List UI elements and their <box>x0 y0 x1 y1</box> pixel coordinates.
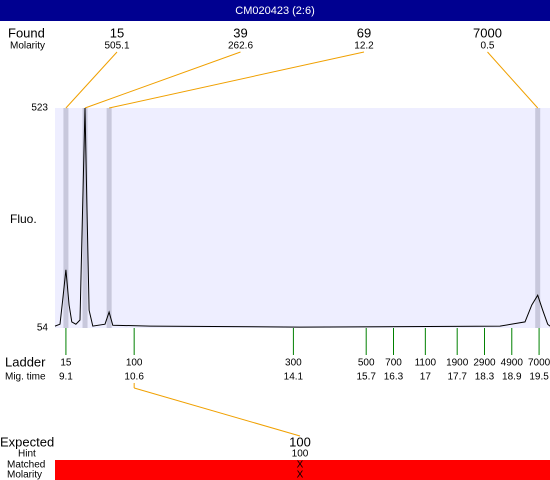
ladder-mig-time: 17 <box>420 372 432 383</box>
ladder-mig-time: 10.6 <box>124 372 144 383</box>
ladder-mig-time: 19.5 <box>529 372 549 383</box>
ladder-size: 2900 <box>473 358 496 369</box>
ladder-size: 1900 <box>446 358 469 369</box>
ladder-size: 300 <box>285 358 302 369</box>
peak-band <box>63 108 69 328</box>
found-size: 69 <box>357 25 371 40</box>
found-size: 15 <box>110 25 124 40</box>
ladder-size: 100 <box>126 358 143 369</box>
trace <box>54 107 550 328</box>
ladder-size: 1100 <box>415 358 437 369</box>
ladder-label: Ladder <box>5 354 46 369</box>
ladder-size: 500 <box>358 358 375 369</box>
title-bar <box>0 0 550 21</box>
found-molarity: 262.6 <box>228 41 253 52</box>
ladder-size: 15 <box>60 358 72 369</box>
ladder-size: 7000 <box>528 358 550 369</box>
ladder-mig-time: 9.1 <box>59 372 73 383</box>
ladder-mig-time: 17.7 <box>447 372 467 383</box>
ladder-size: 4900 <box>501 358 524 369</box>
found-size: 7000 <box>473 25 502 40</box>
expected-label: Expected <box>0 434 54 449</box>
found-label: Found <box>8 25 45 40</box>
ladder-mig-time: 14.1 <box>284 372 304 383</box>
found-size: 39 <box>233 25 247 40</box>
ladder-mig-time: 18.9 <box>502 372 522 383</box>
plot-area <box>55 108 550 328</box>
peak-connector <box>65 51 118 109</box>
mig-time-label: Mig. time <box>5 372 46 383</box>
found-molarity: 505.1 <box>104 41 129 52</box>
y-tick-label: 523 <box>31 103 48 114</box>
expected-connector <box>134 387 301 437</box>
found-molarity: 12.2 <box>354 41 374 52</box>
ladder-mig-time: 18.3 <box>475 372 495 383</box>
hint-label: Hint <box>18 449 36 460</box>
peak-connector <box>487 51 539 109</box>
peak-band <box>106 108 112 328</box>
y-tick-label: 54 <box>37 323 49 334</box>
found-molarity-label: Molarity <box>10 41 45 52</box>
peak-connector <box>109 51 365 109</box>
hint-value: 100 <box>292 449 309 460</box>
title: CM020423 (2:6) <box>235 5 315 17</box>
ladder-size: 700 <box>385 358 402 369</box>
expected-molarity: X <box>297 470 304 480</box>
expected-molarity-label: Molarity <box>7 470 42 480</box>
found-molarity: 0.5 <box>481 41 495 52</box>
y-axis-label: Fluo. <box>10 212 37 226</box>
matched-label: Matched <box>7 460 45 471</box>
ladder-mig-time: 15.7 <box>356 372 376 383</box>
peak-connector <box>84 51 241 109</box>
ladder-mig-time: 16.3 <box>384 372 404 383</box>
peak-band <box>535 108 541 328</box>
peak-band <box>82 108 88 328</box>
match-status-bar <box>55 460 550 480</box>
matched-value: X <box>297 460 304 471</box>
expected-size: 100 <box>289 434 311 449</box>
